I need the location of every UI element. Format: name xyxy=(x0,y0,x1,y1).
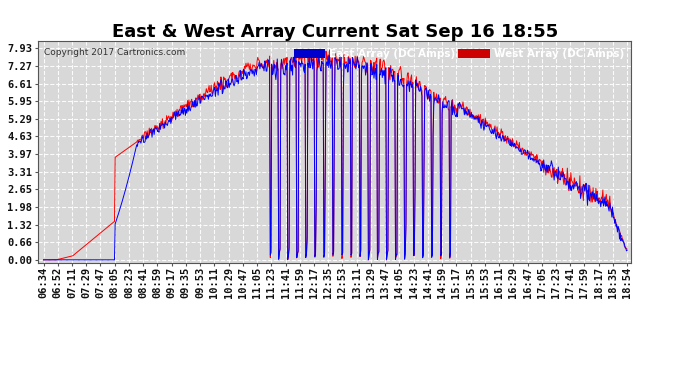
Text: Copyright 2017 Cartronics.com: Copyright 2017 Cartronics.com xyxy=(44,48,185,57)
Title: East & West Array Current Sat Sep 16 18:55: East & West Array Current Sat Sep 16 18:… xyxy=(112,23,558,41)
Legend: East Array (DC Amps), West Array (DC Amps): East Array (DC Amps), West Array (DC Amp… xyxy=(291,46,626,61)
